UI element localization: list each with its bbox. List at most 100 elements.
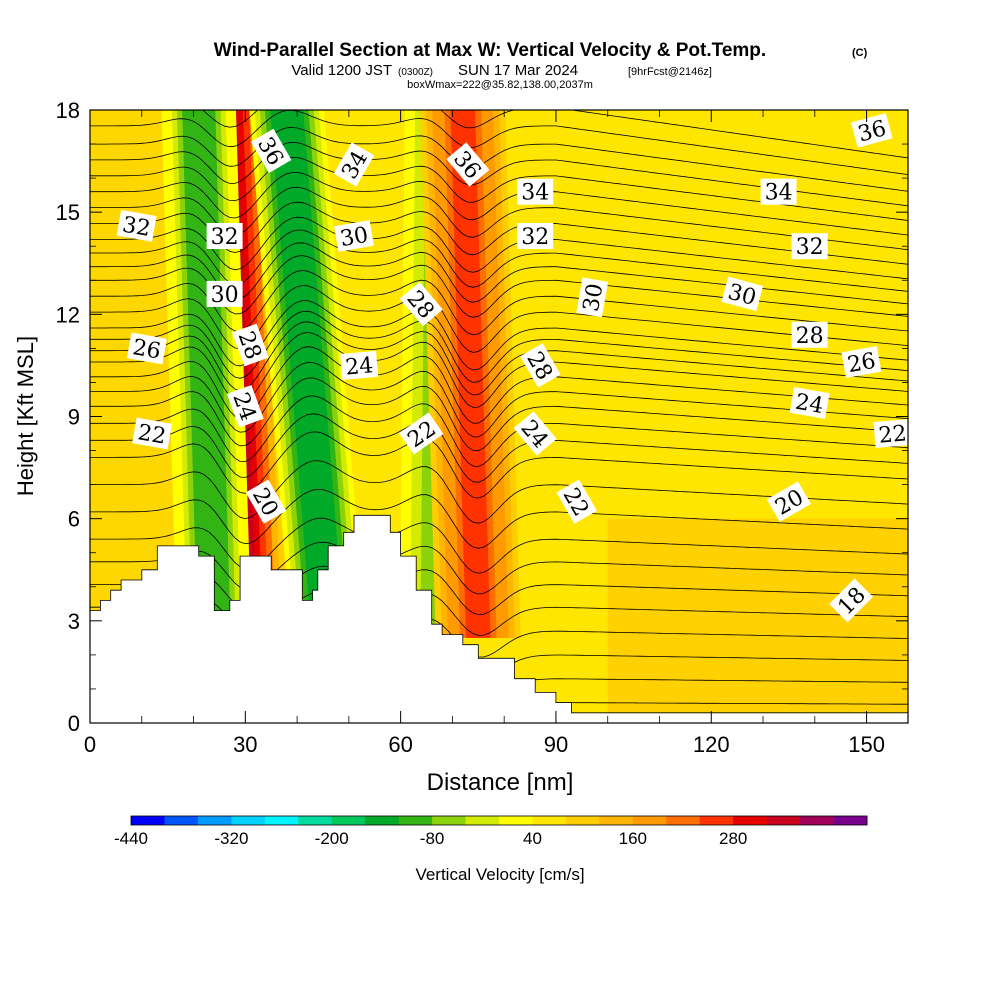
contour-label-text: 34 — [521, 181, 549, 206]
theta-isoline — [90, 321, 908, 396]
colorbar-swatch — [699, 816, 734, 825]
x-tick-label: 150 — [848, 732, 885, 757]
y-tick-label: 6 — [68, 507, 80, 532]
contour-label: 32 — [116, 209, 157, 242]
contour-label-box — [232, 323, 269, 367]
contour-label: 28 — [791, 321, 828, 349]
contour-label-box — [520, 343, 561, 388]
chart-title: Wind-Parallel Section at Max W: Vertical… — [214, 40, 766, 61]
colorbar-swatch — [800, 816, 834, 825]
chart-title-mark: (C) — [852, 47, 868, 59]
colorbar-swatch — [298, 816, 333, 825]
contour-label-text: 32 — [796, 235, 824, 260]
contour-label-text: 24 — [344, 353, 374, 380]
theta-isoline — [90, 216, 908, 280]
colorbar-swatch — [599, 816, 634, 825]
y-tick-label: 15 — [56, 200, 80, 225]
contour-label-text: 26 — [846, 349, 878, 378]
theta-isoline — [90, 541, 908, 595]
y-tick-label: 3 — [68, 609, 80, 634]
theta-isoline — [90, 346, 908, 424]
x-tick-label: 90 — [544, 732, 568, 757]
contour-label-text: 32 — [120, 213, 152, 242]
theta-isoline — [90, 270, 908, 336]
x-axis-label: Distance [nm] — [427, 769, 574, 796]
colorbar-frame — [130, 815, 868, 826]
colorbar-swatch — [432, 816, 466, 825]
contour-label: 30 — [206, 280, 243, 308]
colorbar-swatch — [733, 816, 768, 825]
theta-isoline — [90, 413, 908, 483]
x-tick-label: 0 — [84, 732, 96, 757]
contour-label-box — [226, 384, 264, 428]
colorbar-tick-label: -80 — [420, 829, 445, 848]
velocity-band — [420, 110, 521, 638]
contour-label-text: 32 — [211, 225, 239, 250]
contour-label-box — [851, 113, 893, 148]
colorbar-swatch — [833, 816, 868, 825]
theta-isoline — [201, 110, 908, 159]
subtitle-valid: Valid 1200 JST — [291, 62, 392, 79]
colorbar-label: Vertical Velocity [cm/s] — [415, 865, 584, 884]
colorbar-swatch — [264, 816, 299, 825]
contour-label: 24 — [789, 386, 830, 419]
contour-label-box — [576, 277, 609, 318]
theta-isoline — [90, 310, 908, 383]
colorbar-swatch — [331, 816, 366, 825]
colorbar-swatch — [398, 816, 433, 825]
theta-isoline — [90, 331, 908, 408]
y-tick-label: 9 — [68, 405, 80, 430]
colorbar-tick-label: 280 — [719, 829, 747, 848]
contour-label: 32 — [517, 223, 554, 250]
contour-label-box — [873, 418, 908, 449]
theta-isoline — [90, 517, 908, 574]
contour-label-box — [791, 233, 828, 260]
contour-label-box — [760, 178, 797, 205]
velocity-band-strip — [450, 110, 491, 638]
contour-label-box — [250, 128, 292, 173]
contour-label-box — [399, 281, 443, 327]
subtitle-zulu: (0300Z) — [398, 67, 433, 78]
chart-subtitle: Valid 1200 JST (0300Z) SUN 17 Mar 2024 [… — [291, 62, 712, 91]
contour-label-box — [789, 386, 830, 419]
contour-label-text: 30 — [338, 223, 370, 252]
contour-label-box — [334, 220, 374, 252]
colorbar-swatch — [766, 816, 801, 825]
contour-label-box — [116, 209, 157, 242]
colorbar-swatch — [131, 816, 165, 825]
contour-label: 34 — [760, 178, 797, 206]
contour-label-box — [206, 280, 243, 307]
contour-label-text: 34 — [765, 181, 793, 206]
colorbar-swatch — [499, 816, 533, 825]
theta-isoline — [90, 361, 908, 438]
colorbar-tick-label: -320 — [214, 829, 248, 848]
y-tick-label: 18 — [56, 98, 80, 123]
velocity-band — [249, 110, 366, 638]
contour-label-text: 22 — [878, 421, 908, 448]
colorbar-swatch — [164, 816, 199, 825]
contour-label: 34 — [517, 178, 554, 206]
colorbar-tick-label: 40 — [523, 829, 542, 848]
theta-isoline — [90, 201, 908, 265]
theta-isoline — [90, 285, 908, 353]
y-tick-label: 12 — [56, 302, 80, 327]
contour-label: 32 — [206, 223, 243, 250]
contour-label-box — [829, 578, 874, 623]
theta-isoline — [90, 110, 908, 175]
contour-label: 30 — [334, 220, 374, 252]
colorbar-swatch — [532, 816, 567, 825]
contour-label-box — [206, 223, 243, 249]
theta-isoline — [90, 431, 908, 499]
contour-label-box — [721, 276, 764, 312]
contour-label: 32 — [791, 233, 828, 260]
colorbar-tick-label: 160 — [619, 829, 647, 848]
theta-isoline — [90, 395, 908, 467]
theta-isoline — [90, 460, 908, 524]
contour-label-box — [517, 223, 554, 249]
subtitle-forecast: [9hrFcst@2146z] — [628, 66, 712, 78]
potential-temperature-isolines — [90, 110, 908, 723]
field-patch-downstream — [607, 518, 908, 723]
